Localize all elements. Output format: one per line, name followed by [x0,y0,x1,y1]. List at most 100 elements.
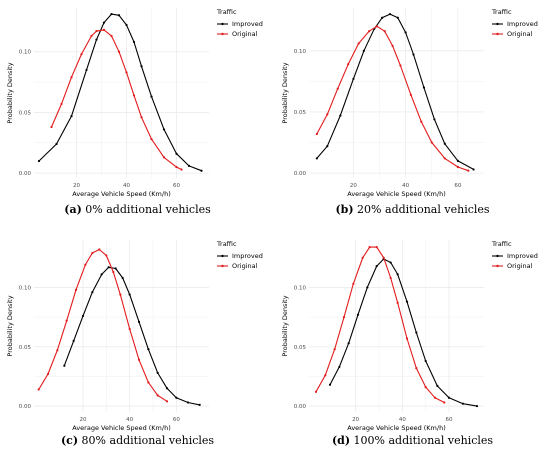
data-point-original [467,169,470,172]
data-point-improved [165,387,169,390]
data-point-original [95,29,98,33]
x-tick-label: 60 [446,417,453,423]
data-point-improved [95,38,98,41]
data-point-original [361,256,364,259]
data-point-improved [422,86,426,89]
data-point-original [80,53,83,56]
y-tick-label: 0.10 [294,49,307,55]
caption-c: (c) 80% additional vehicles [0,434,275,447]
data-point-improved [447,396,451,399]
data-point-improved [389,261,392,264]
density-chart-a: 20 40 60 0.00 0.05 0.10 Average Vehicle Speed … [6,8,263,198]
data-point-improved [352,77,355,81]
data-point-original [433,396,437,399]
series-line-improved [38,13,202,172]
y-axis-title: Probability Density [281,62,289,123]
legend-title: Traffic [216,8,237,16]
data-point-original [367,30,371,33]
legend-label-original: Original [232,262,258,270]
data-point-original [383,30,386,33]
data-point-original [389,276,392,280]
y-tick-label: 0.00 [294,404,307,410]
data-point-improved [147,348,150,351]
data-point-improved [72,339,75,342]
legend-key-dot [496,32,499,36]
legend-key-dot [221,264,224,268]
chart-panel-d: 20 40 60 0.00 0.05 0.10 Average Vehicle Speed … [275,228,550,456]
data-point-original [60,102,63,106]
data-point-improved [128,293,131,296]
data-point-original [405,337,409,340]
data-point-original [180,168,183,171]
data-point-original [175,165,178,169]
data-point-original [137,358,141,361]
data-point-improved [117,14,121,17]
data-point-improved [424,359,427,363]
data-point-improved [396,273,399,276]
data-point-original [391,44,394,48]
legend-label-original: Original [232,30,258,38]
y-tick-label: 0.00 [19,171,32,177]
data-point-improved [107,266,110,269]
series-line-original [315,246,445,403]
data-point-improved [198,403,201,406]
data-point-improved [110,12,113,16]
caption-d: (d) 100% additional vehicles [275,434,550,447]
data-point-original [420,120,423,123]
legend-key-dot [496,22,499,26]
data-point-improved [328,383,332,386]
data-point-improved [347,342,350,345]
data-point-improved [404,31,407,34]
data-point-improved [114,267,117,270]
data-point-improved [100,273,103,276]
legend-label-improved: Improved [232,252,263,260]
data-point-original [443,157,446,160]
data-point-improved [102,21,106,24]
x-axis-title: Average Vehicle Speed (Km/h) [72,424,171,432]
y-tick-label: 0.10 [19,285,32,291]
data-point-original [409,93,412,96]
data-point-improved [140,65,143,68]
chart-panel-a: 20 40 60 0.00 0.05 0.10 Average Vehicle Speed … [0,0,275,228]
data-point-original [102,28,106,31]
data-point-original [162,156,166,159]
y-tick-label: 0.05 [19,110,32,116]
data-point-improved [461,402,465,405]
grid-a [34,8,209,178]
data-point-original [84,263,87,267]
data-point-original [415,367,418,370]
data-point-original [91,251,94,255]
data-point-improved [405,300,409,303]
chart-panel-b: 20 40 60 0.00 0.05 0.10 Average Vehicle Speed … [275,0,550,228]
data-point-original [37,388,40,391]
data-point-original [46,372,50,376]
y-tick-label: 0.00 [294,171,307,177]
x-tick-label: 20 [80,417,87,423]
caption-b-letter: (b) [335,203,354,216]
legend-label-improved: Improved [507,20,538,28]
data-point-improved [433,118,436,121]
legend-c: Traffic Improved Original [216,240,263,270]
data-point-original [90,34,93,38]
legend-key-dot [496,254,499,258]
legend-label-original: Original [507,262,533,270]
density-chart-d: 20 40 60 0.00 0.05 0.10 Average Vehicle Speed … [281,240,538,432]
data-point-original [347,63,350,66]
data-point-original [456,165,459,169]
data-point-original [110,34,113,38]
legend-label-improved: Improved [232,20,263,28]
data-point-original [324,374,327,377]
series-line-improved [63,266,200,406]
data-point-improved [85,68,88,72]
caption-c-letter: (c) [60,434,79,447]
caption-b: (b) 20% additional vehicles [275,203,550,216]
data-point-improved [186,401,190,404]
x-tick-label: 40 [402,183,409,189]
data-point-improved [81,314,85,318]
data-point-improved [396,16,399,19]
x-tick-label: 20 [350,183,357,189]
data-point-improved [326,145,329,148]
y-tick-label: 0.05 [294,345,307,351]
grid-d [309,240,484,412]
y-axis-title: Probability Density [6,295,14,356]
